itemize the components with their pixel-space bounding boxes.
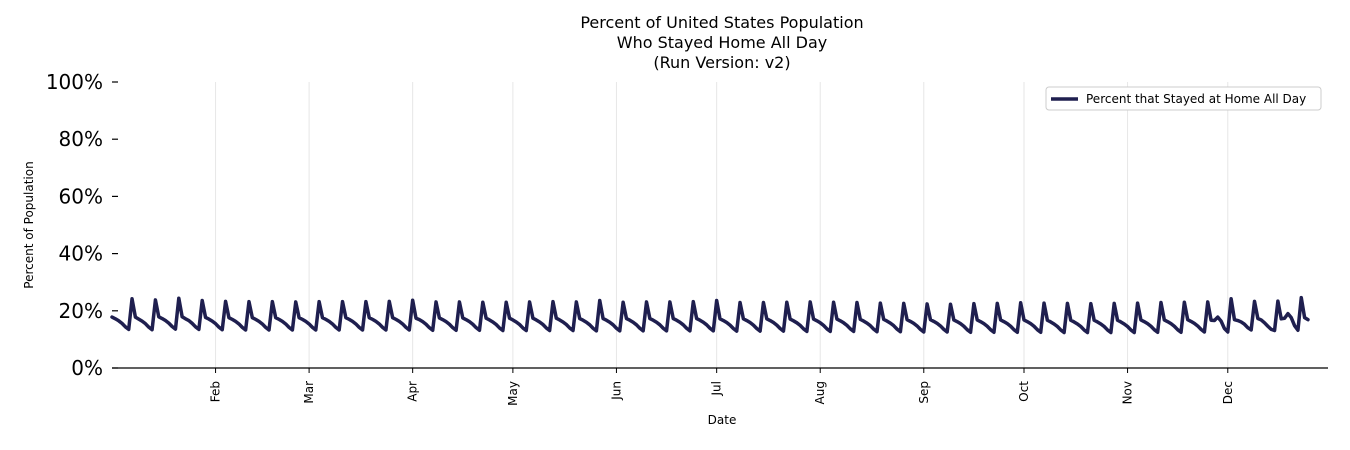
x-tick-label: Jun — [609, 381, 623, 401]
x-tick-label: Mar — [302, 381, 316, 404]
series-line-stayed-home — [110, 295, 1310, 335]
chart-title-line-3: (Run Version: v2) — [653, 53, 790, 72]
legend: Percent that Stayed at Home All Day — [1045, 86, 1322, 111]
x-tick-label: Aug — [813, 381, 827, 404]
y-tick-label: 20% — [59, 299, 103, 323]
y-tick-label: 60% — [59, 184, 103, 208]
chart-title-line-1: Percent of United States Population — [580, 13, 863, 32]
chart-title-line-2: Who Stayed Home All Day — [617, 33, 827, 52]
x-tick-label: Dec — [1221, 381, 1235, 404]
legend-label: Percent that Stayed at Home All Day — [1086, 92, 1306, 106]
y-axis-label: Percent of Population — [22, 161, 36, 288]
x-tick-label: Jul — [710, 381, 724, 396]
x-axis-ticks: Feb Mar Apr May Jun Jul Aug Sep Oct Nov Dec — [209, 368, 1235, 406]
y-axis-ticks: 0% 20% 40% 60% 80% 100% — [46, 70, 118, 380]
y-tick-label: 0% — [71, 356, 103, 380]
x-tick-label: May — [506, 381, 520, 406]
x-axis-label: Date — [708, 413, 737, 427]
x-tick-label: Oct — [1017, 381, 1031, 402]
legend-box — [1045, 86, 1322, 111]
y-tick-label: 40% — [59, 242, 103, 266]
x-tick-label: Feb — [209, 381, 223, 402]
vertical-gridlines — [215, 82, 1229, 368]
x-tick-label: Nov — [1121, 381, 1135, 404]
x-tick-label: Sep — [917, 381, 931, 404]
y-tick-label: 80% — [59, 127, 103, 151]
chart-title: Percent of United States Population Who … — [580, 13, 863, 72]
x-tick-label: Apr — [406, 381, 420, 402]
y-tick-label: 100% — [46, 70, 103, 94]
